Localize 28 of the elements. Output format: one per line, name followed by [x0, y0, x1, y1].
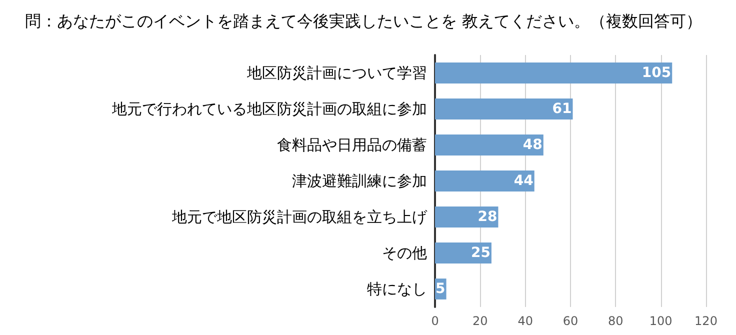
data-label: 48	[522, 137, 542, 153]
y-tick-label: 地区防災計画について学習	[246, 64, 427, 82]
x-tick-label: 40	[518, 314, 533, 328]
data-label: 61	[552, 101, 572, 117]
bar	[435, 98, 573, 120]
bar	[435, 62, 672, 84]
y-tick-label: 食料品や日用品の備蓄	[277, 136, 427, 154]
data-label: 25	[470, 245, 490, 261]
x-tick-label: 60	[562, 314, 578, 328]
chart-title: 問：あなたがこのイベントを踏まえて今後実践したいことを 教えてください。（複数回答可）	[25, 12, 702, 30]
y-tick-label: その他	[382, 244, 427, 262]
bar	[435, 170, 534, 192]
x-tick-label: 80	[608, 314, 624, 328]
data-label: 44	[514, 173, 534, 189]
x-tick-label: 20	[472, 314, 488, 328]
y-tick-label: 特になし	[367, 280, 427, 298]
x-tick-label: 0	[431, 314, 439, 328]
data-label: 28	[478, 209, 498, 225]
y-tick-label: 地元で地区防災計画の取組を立ち上げ	[171, 208, 428, 226]
bar	[435, 134, 544, 156]
y-tick-label: 津波避難訓練に参加	[292, 172, 427, 190]
data-label: 5	[436, 281, 446, 297]
x-tick-label: 120	[694, 314, 718, 328]
bar	[435, 206, 498, 228]
y-tick-label: 地元で行われている地区防災計画の取組に参加	[111, 100, 427, 118]
x-tick-label: 100	[649, 314, 672, 328]
bar	[435, 242, 492, 264]
data-label: 105	[642, 65, 672, 81]
